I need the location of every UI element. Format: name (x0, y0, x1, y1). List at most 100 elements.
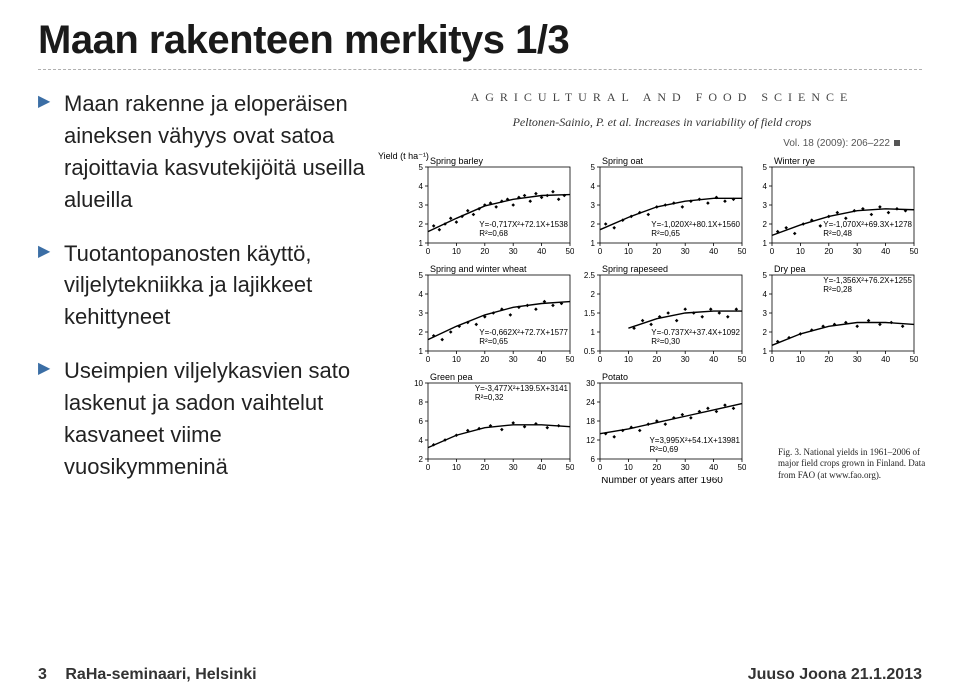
figure-column: AGRICULTURAL AND FOOD SCIENCE Peltonen-S… (402, 88, 922, 505)
footer-right: Juuso Joona 21.1.2013 (748, 666, 922, 684)
svg-text:30: 30 (681, 247, 690, 256)
svg-text:24: 24 (586, 398, 595, 407)
svg-text:5: 5 (763, 271, 768, 280)
chart-panel: 0102030405012345Spring and winter wheatY… (402, 261, 574, 369)
figure-ylabel: Yield (t ha⁻¹) (378, 151, 429, 162)
svg-text:0: 0 (426, 355, 431, 364)
svg-text:0: 0 (770, 247, 775, 256)
figure-subcaption: Peltonen-Sainio, P. et al. Increases in … (402, 115, 922, 130)
chart-row: 0102030405012345Spring and winter wheatY… (402, 261, 922, 369)
svg-text:30: 30 (853, 355, 862, 364)
svg-text:30: 30 (681, 463, 690, 472)
svg-text:20: 20 (480, 247, 489, 256)
page-title: Maan rakenteen merkitys 1/3 (38, 18, 922, 63)
bullet-list: Maan rakenne ja eloperäisen aineksen väh… (38, 88, 384, 483)
svg-text:0: 0 (426, 463, 431, 472)
svg-text:0: 0 (598, 463, 603, 472)
svg-text:Green pea: Green pea (430, 372, 473, 382)
svg-text:Winter rye: Winter rye (774, 156, 815, 166)
svg-text:20: 20 (652, 463, 661, 472)
svg-text:0: 0 (598, 355, 603, 364)
svg-text:3: 3 (419, 309, 424, 318)
svg-text:40: 40 (881, 355, 890, 364)
slide: Maan rakenteen merkitys 1/3 Maan rakenne… (0, 0, 960, 696)
svg-text:2: 2 (419, 328, 424, 337)
svg-text:40: 40 (537, 463, 546, 472)
svg-text:1: 1 (419, 347, 424, 356)
chart-panel-grid: 0102030405012345Spring barleyY=-0,717X²+… (402, 153, 922, 477)
svg-text:Spring oat: Spring oat (602, 156, 644, 166)
svg-text:10: 10 (452, 247, 461, 256)
svg-text:40: 40 (537, 355, 546, 364)
svg-text:2: 2 (419, 455, 424, 464)
svg-text:Spring barley: Spring barley (430, 156, 484, 166)
bullet-item: Tuotantopanosten käyttö, viljelytekniikk… (38, 238, 384, 334)
svg-text:50: 50 (910, 355, 918, 364)
svg-text:40: 40 (881, 247, 890, 256)
svg-text:10: 10 (624, 463, 633, 472)
svg-text:30: 30 (681, 355, 690, 364)
chart-row: 0102030405012345Spring barleyY=-0,717X²+… (402, 153, 922, 261)
svg-text:10: 10 (624, 355, 633, 364)
chart-panel: 0102030405012345Spring oatY=-1,020X²+80.… (574, 153, 746, 261)
svg-text:8: 8 (419, 398, 424, 407)
svg-text:30: 30 (509, 463, 518, 472)
svg-text:1: 1 (763, 347, 768, 356)
svg-text:Dry pea: Dry pea (774, 264, 806, 274)
svg-text:2: 2 (763, 328, 768, 337)
svg-text:5: 5 (419, 271, 424, 280)
svg-text:4: 4 (763, 290, 768, 299)
svg-text:30: 30 (586, 379, 595, 388)
svg-text:50: 50 (566, 463, 574, 472)
svg-text:Spring and winter wheat: Spring and winter wheat (430, 264, 527, 274)
svg-text:4: 4 (419, 290, 424, 299)
svg-text:1: 1 (591, 328, 596, 337)
svg-text:30: 30 (509, 247, 518, 256)
figure-volref: Vol. 18 (2009): 206–222 (402, 138, 900, 149)
svg-text:20: 20 (824, 247, 833, 256)
svg-text:10: 10 (624, 247, 633, 256)
svg-text:20: 20 (652, 355, 661, 364)
bullet-item: Useimpien viljelykasvien sato laskenut j… (38, 355, 384, 483)
slide-footer: 3 RaHa-seminaari, Helsinki Juuso Joona 2… (38, 666, 922, 684)
chart-panel: 010203040500.511.522.5Spring rapeseedY=-… (574, 261, 746, 369)
svg-text:1: 1 (763, 239, 768, 248)
svg-text:1: 1 (591, 239, 596, 248)
svg-text:50: 50 (566, 247, 574, 256)
svg-text:1: 1 (419, 239, 424, 248)
svg-text:0: 0 (426, 247, 431, 256)
chart-panel: 0102030405012345Spring barleyY=-0,717X²+… (402, 153, 574, 261)
svg-text:2: 2 (591, 220, 596, 229)
svg-text:18: 18 (586, 417, 595, 426)
svg-text:3: 3 (763, 201, 768, 210)
svg-text:0.5: 0.5 (584, 347, 596, 356)
svg-text:6: 6 (591, 455, 596, 464)
footer-left: 3 RaHa-seminaari, Helsinki (38, 666, 257, 684)
svg-text:30: 30 (509, 355, 518, 364)
svg-text:30: 30 (853, 247, 862, 256)
svg-text:Spring rapeseed: Spring rapeseed (602, 264, 668, 274)
svg-text:3: 3 (419, 201, 424, 210)
svg-text:50: 50 (738, 355, 746, 364)
chart-panel: 01020304050612182430PotatoY=3,995X²+54.1… (574, 369, 746, 477)
svg-text:0: 0 (770, 355, 775, 364)
svg-text:6: 6 (419, 417, 424, 426)
figure-caption: Fig. 3. National yields in 1961–2006 of … (778, 447, 928, 481)
svg-text:2.5: 2.5 (584, 271, 596, 280)
svg-text:4: 4 (763, 182, 768, 191)
bullet-item: Maan rakenne ja eloperäisen aineksen väh… (38, 88, 384, 216)
svg-text:5: 5 (591, 163, 596, 172)
content-columns: Maan rakenne ja eloperäisen aineksen väh… (38, 88, 922, 505)
svg-text:0: 0 (598, 247, 603, 256)
svg-text:1.5: 1.5 (584, 309, 596, 318)
svg-text:50: 50 (910, 247, 918, 256)
svg-text:4: 4 (419, 182, 424, 191)
svg-text:50: 50 (566, 355, 574, 364)
svg-text:3: 3 (591, 201, 596, 210)
svg-text:20: 20 (652, 247, 661, 256)
svg-text:50: 50 (738, 247, 746, 256)
bullets-column: Maan rakenne ja eloperäisen aineksen väh… (38, 88, 384, 505)
svg-text:40: 40 (537, 247, 546, 256)
page-number: 3 (38, 666, 47, 683)
svg-text:20: 20 (480, 355, 489, 364)
